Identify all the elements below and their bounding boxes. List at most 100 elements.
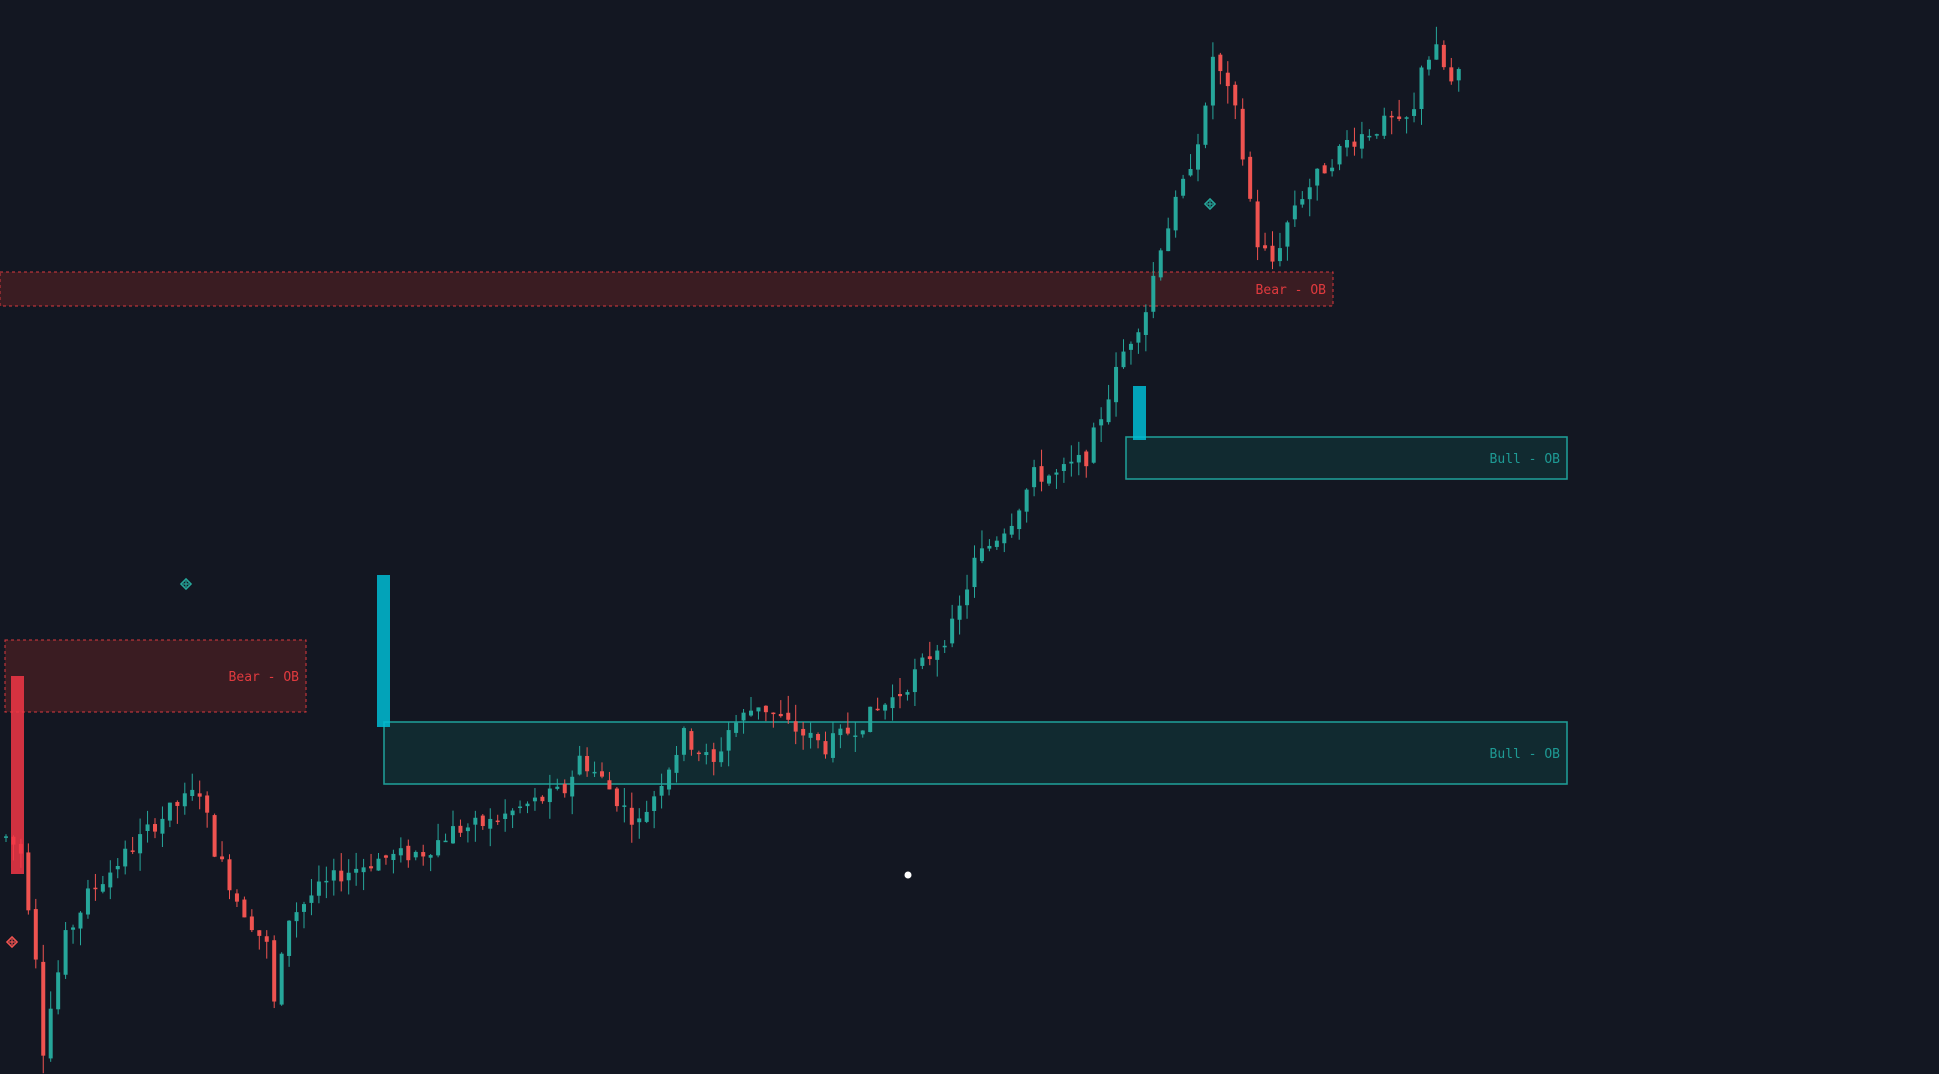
zone-labels: Bear - OB Bull - OB Bear - OB Bull - OB: [229, 283, 1561, 762]
candle-body: [1285, 222, 1290, 247]
candle-body: [1255, 201, 1260, 248]
candle-body: [1106, 399, 1111, 423]
candle-body: [413, 851, 418, 858]
candle-body: [294, 912, 299, 922]
candle-body: [801, 728, 806, 736]
candle-body: [398, 848, 403, 856]
candle-body: [480, 815, 485, 827]
candle-body: [1084, 451, 1089, 467]
candle-body: [302, 904, 306, 912]
candle-body: [644, 811, 649, 822]
candle-body: [182, 793, 187, 807]
candle-body: [659, 785, 664, 796]
candle-body: [220, 856, 225, 860]
candle-body: [1397, 116, 1402, 119]
bull-highlight-bar: [1133, 386, 1146, 440]
candle-body: [1158, 250, 1163, 278]
diamond-cross-icon: [179, 577, 193, 591]
candle-body: [1196, 144, 1200, 170]
candle-body: [443, 840, 448, 843]
candle-body: [1389, 115, 1394, 118]
candle-body: [138, 834, 143, 854]
bull-ob-label-lower: Bull - OB: [1490, 747, 1561, 762]
candle-body: [719, 751, 724, 763]
candle-body: [1166, 228, 1171, 252]
candle-body: [369, 866, 374, 869]
candle-body: [205, 795, 210, 813]
candle-body: [518, 806, 523, 809]
candle-body: [614, 788, 619, 807]
candle-body: [734, 722, 739, 733]
candle-body: [786, 712, 791, 720]
candle-body: [71, 927, 76, 930]
candle-body: [607, 780, 612, 790]
candle-body: [637, 818, 642, 823]
candle-body: [1151, 275, 1156, 312]
candle-body: [234, 893, 239, 902]
candle-body: [1382, 115, 1387, 136]
candle-body: [883, 704, 888, 711]
candle-body: [316, 881, 321, 896]
candle-body: [920, 657, 925, 666]
crosshair-dot-icon: [904, 871, 912, 879]
candle-body: [763, 705, 768, 713]
candle-body: [868, 706, 873, 732]
candle-body: [674, 754, 679, 773]
candle-body: [704, 752, 709, 756]
candle-body: [830, 733, 835, 758]
candle-body: [979, 548, 984, 562]
candle-body: [130, 850, 135, 852]
candle-body: [1404, 117, 1409, 119]
candle-body: [547, 788, 552, 803]
candle-body: [100, 884, 105, 892]
candle-body: [1240, 108, 1245, 160]
candle-body: [1173, 196, 1178, 231]
candle-body: [503, 813, 508, 819]
candle-body: [428, 855, 433, 858]
candle-body: [56, 972, 61, 1010]
candle-body: [778, 713, 783, 717]
bear-highlight-bar: [11, 676, 24, 874]
candle-body: [555, 786, 560, 789]
candle-body: [935, 650, 940, 660]
candle-body: [376, 858, 381, 871]
candle-body: [324, 880, 329, 883]
candle-body: [197, 793, 202, 797]
candle-body: [1426, 59, 1431, 70]
candle-body: [153, 824, 157, 832]
candle-body: [927, 656, 932, 660]
candle-body: [451, 826, 455, 844]
candle-body: [1441, 44, 1446, 68]
candle-body: [123, 848, 128, 867]
candle-body: [912, 669, 917, 693]
candle-body: [339, 870, 344, 882]
candle-body: [1345, 139, 1349, 148]
candle-body: [1322, 165, 1327, 174]
candle-body: [1099, 419, 1104, 426]
bear-ob-zone-1: [0, 271, 1334, 307]
candle-body: [823, 741, 828, 755]
candle-body: [1307, 187, 1312, 200]
candle-body: [905, 692, 910, 695]
candle-body: [227, 859, 232, 891]
candle-body: [741, 712, 746, 721]
bear-ob-label-lower: Bear - OB: [229, 670, 300, 685]
candle-body: [354, 868, 359, 873]
candle-body: [1039, 466, 1044, 482]
candle-body: [1024, 489, 1029, 512]
candle-body: [957, 605, 962, 620]
candle-body: [1054, 472, 1059, 475]
candle-body: [1136, 332, 1141, 343]
candle-body: [63, 930, 68, 975]
candle-body: [1069, 461, 1074, 464]
candle-body: [41, 961, 46, 1056]
candle-body: [279, 953, 284, 1005]
candle-body: [1374, 134, 1379, 136]
candle-body: [473, 817, 478, 825]
candle-body: [1210, 56, 1215, 106]
candle-body: [1002, 533, 1007, 544]
candle-body: [1434, 44, 1439, 60]
candle-body: [287, 920, 292, 956]
